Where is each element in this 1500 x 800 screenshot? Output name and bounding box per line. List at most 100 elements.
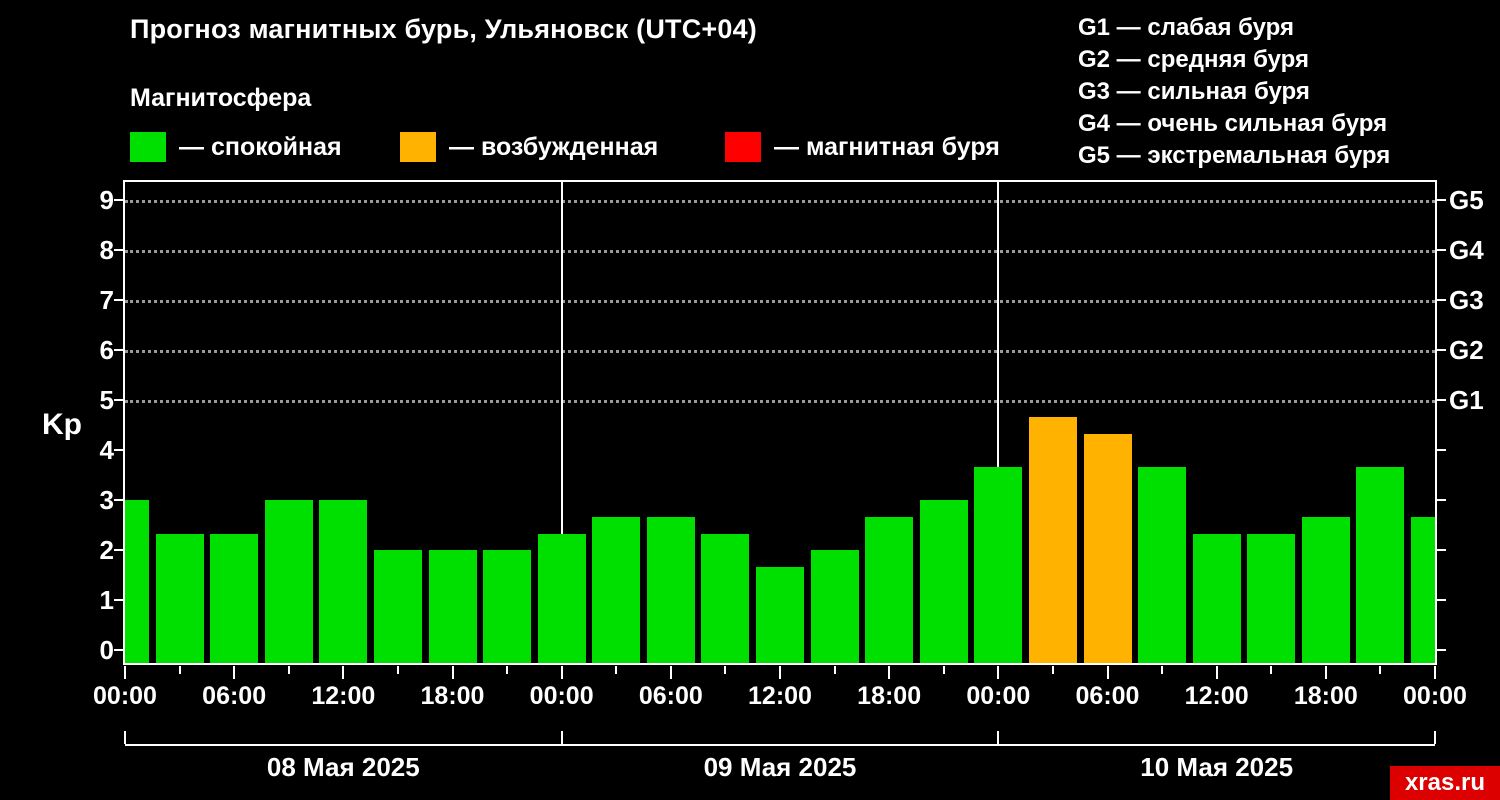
y-axis-tick xyxy=(1437,399,1446,401)
legend-item-quiet: — спокойная xyxy=(130,131,342,163)
kp-bar xyxy=(373,550,422,663)
g1-legend-line: G1 — слабая буря xyxy=(1078,14,1295,41)
y-axis-tick xyxy=(1437,249,1446,251)
x-axis-minor-tick xyxy=(615,666,618,674)
kp-bar xyxy=(1083,433,1132,663)
kp-bar xyxy=(428,550,477,663)
kp-bar xyxy=(1138,466,1187,663)
x-axis-minor-tick xyxy=(396,666,399,674)
y-axis-tick xyxy=(1437,549,1446,551)
y-axis-tick xyxy=(114,249,123,251)
x-axis-minor-tick xyxy=(942,666,945,674)
y-tick-label: 3 xyxy=(99,485,114,515)
g-scale-legend: G1 — слабая буря G2 — средняя буря G3 — … xyxy=(1078,12,1390,172)
x-tick-label: 00:00 xyxy=(1403,682,1467,710)
x-axis-major-tick xyxy=(233,666,236,679)
kp-bar xyxy=(537,533,586,663)
day-boundary-line xyxy=(997,182,1000,663)
kp-bar xyxy=(125,500,149,663)
x-tick-label: 18:00 xyxy=(420,682,485,710)
g-level-gridline xyxy=(125,200,1435,203)
y-axis-tick xyxy=(1437,199,1446,201)
kp-bar xyxy=(756,566,804,663)
x-tick-label: 18:00 xyxy=(1293,682,1358,710)
g2-legend-line: G2 — средняя буря xyxy=(1078,46,1309,73)
quiet-color-swatch xyxy=(130,132,166,162)
kp-bar xyxy=(974,466,1023,663)
x-axis-minor-tick xyxy=(287,666,290,674)
kp-bar xyxy=(1028,416,1077,663)
x-axis-major-tick xyxy=(342,666,345,679)
y-axis-tick xyxy=(114,599,123,601)
x-axis-major-tick xyxy=(888,666,891,679)
x-axis-minor-tick xyxy=(724,666,727,674)
g-level-label: G4 xyxy=(1449,235,1484,265)
chart-title: Прогноз магнитных бурь, Ульяновск (UTC+0… xyxy=(130,14,758,44)
kp-bar xyxy=(264,500,313,663)
y-tick-label: 0 xyxy=(99,635,114,665)
g-level-gridline xyxy=(125,350,1435,353)
x-axis-major-tick xyxy=(1215,666,1218,679)
kp-bar xyxy=(646,516,695,663)
g-level-gridline xyxy=(125,400,1435,403)
x-tick-label: 12:00 xyxy=(311,682,376,710)
legend-label-quiet: — спокойная xyxy=(179,132,342,161)
x-tick-label: 12:00 xyxy=(1184,682,1249,710)
y-axis-tick xyxy=(1437,299,1446,301)
g-level-label: G5 xyxy=(1449,185,1484,215)
y-axis-tick xyxy=(114,649,123,651)
kp-bar xyxy=(210,533,259,663)
g4-legend-line: G4 — очень сильная буря xyxy=(1078,110,1388,137)
x-axis-minor-tick xyxy=(833,666,836,674)
legend-item-storm: — магнитная буря xyxy=(725,131,1000,163)
x-tick-label: 06:00 xyxy=(202,682,267,710)
x-axis-major-tick xyxy=(1106,666,1109,679)
g-level-gridline xyxy=(125,300,1435,303)
y-axis-tick xyxy=(114,199,123,201)
x-tick-label: 00:00 xyxy=(966,682,1031,710)
chart-subtitle: Магнитосфера xyxy=(130,84,312,112)
date-axis-tick xyxy=(560,731,563,744)
legend-item-excited: — возбужденная xyxy=(400,131,658,163)
y-axis-tick xyxy=(114,449,123,451)
x-axis-major-tick xyxy=(124,666,126,679)
date-axis-tick xyxy=(997,731,1000,744)
x-axis-major-tick xyxy=(779,666,781,679)
date-axis-tick xyxy=(124,731,126,744)
day-boundary-line xyxy=(560,182,563,663)
y-axis-tick xyxy=(114,499,123,501)
y-axis-tick xyxy=(1437,449,1446,451)
x-axis-major-tick xyxy=(1324,666,1327,679)
x-axis-minor-tick xyxy=(178,666,181,674)
kp-bar xyxy=(1411,516,1435,663)
kp-bar xyxy=(919,500,968,663)
x-tick-label: 00:00 xyxy=(529,682,594,710)
kp-bar xyxy=(810,550,859,663)
x-axis-major-tick xyxy=(669,666,672,679)
x-axis-minor-tick xyxy=(1051,666,1054,674)
excited-color-swatch xyxy=(400,132,436,162)
kp-bar xyxy=(483,550,532,663)
y-axis-label: Kp xyxy=(42,408,82,441)
x-tick-label: 18:00 xyxy=(857,682,922,710)
g-level-label: G1 xyxy=(1449,385,1484,415)
x-axis-major-tick xyxy=(997,666,1000,679)
x-axis-minor-tick xyxy=(1161,666,1164,674)
kp-bar xyxy=(865,516,914,663)
g-level-label: G3 xyxy=(1449,285,1484,315)
g5-legend-line: G5 — экстремальная буря xyxy=(1078,142,1391,169)
g3-legend-line: G3 — сильная буря xyxy=(1078,78,1310,105)
kp-bar xyxy=(592,516,641,663)
x-axis-major-tick xyxy=(1434,666,1436,679)
y-tick-label: 5 xyxy=(99,385,114,415)
kp-bar xyxy=(701,533,750,663)
y-axis-tick xyxy=(1437,599,1446,601)
y-tick-label: 1 xyxy=(99,585,114,615)
x-tick-label: 06:00 xyxy=(638,682,703,710)
y-tick-label: 8 xyxy=(99,235,114,265)
date-axis-tick xyxy=(1434,731,1436,744)
y-tick-label: 4 xyxy=(99,435,114,465)
legend-label-excited: — возбужденная xyxy=(449,132,659,161)
y-axis-tick xyxy=(1437,649,1446,651)
